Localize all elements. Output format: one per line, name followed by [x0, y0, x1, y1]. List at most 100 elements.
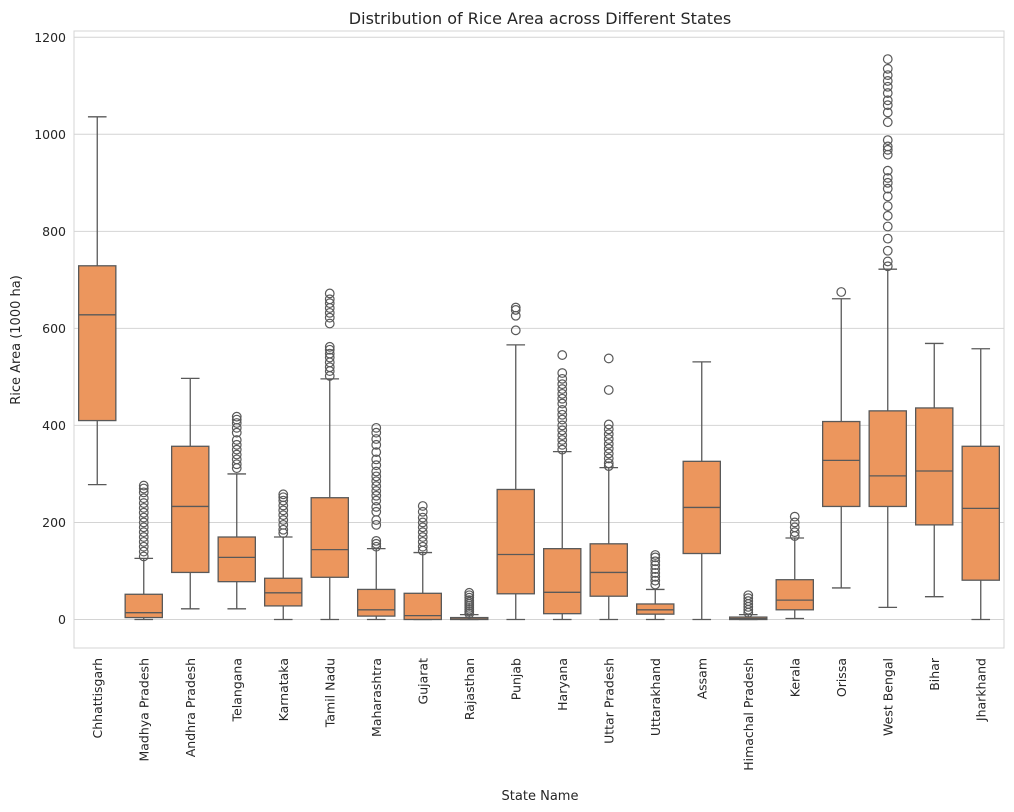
outlier-point	[882, 165, 893, 176]
outlier-point	[278, 510, 289, 521]
outlier-point	[138, 480, 149, 491]
outlier-point	[417, 501, 428, 511]
box-iqr	[310, 497, 349, 578]
box-kerala	[775, 511, 815, 620]
outlier-point	[603, 424, 614, 435]
outlier-point	[417, 522, 428, 533]
outlier-point	[371, 495, 382, 506]
outlier-point	[603, 458, 614, 469]
outlier-point	[371, 454, 382, 465]
outlier-point	[557, 404, 568, 415]
outlier-point	[231, 449, 242, 460]
outlier-point	[557, 435, 568, 445]
outlier-point	[278, 519, 289, 530]
outlier-point	[650, 575, 661, 586]
outlier-point	[882, 177, 893, 188]
x-tick-label: Haryana	[555, 658, 570, 711]
outlier-point	[743, 590, 754, 601]
outlier-point	[557, 350, 568, 360]
box-iqr	[961, 445, 1001, 581]
outlier-point	[882, 107, 893, 118]
outlier-point	[882, 210, 893, 221]
outlier-point	[371, 519, 382, 530]
outlier-point	[882, 117, 893, 128]
outlier-point	[371, 481, 382, 491]
outlier-point	[603, 353, 614, 364]
outlier-point	[371, 471, 382, 482]
outlier-point	[138, 498, 149, 508]
outlier-point	[882, 141, 893, 152]
outlier-point	[650, 560, 661, 571]
outlier-point	[789, 522, 800, 533]
outlier-point	[882, 221, 893, 232]
box-uttar-pradesh	[589, 353, 629, 621]
outlier-point	[882, 76, 893, 86]
x-tick-label: Rajasthan	[462, 658, 477, 720]
outlier-point	[138, 517, 149, 528]
outlier-point	[882, 63, 893, 74]
outlier-point	[603, 438, 614, 449]
outlier-point	[603, 429, 614, 440]
box-haryana	[543, 350, 582, 621]
outlier-point	[557, 373, 568, 384]
outlier-point	[231, 459, 242, 470]
outlier-point	[417, 541, 428, 552]
x-tick-label: Maharashtra	[369, 658, 384, 737]
y-axis-ticks: 0 200 400 600 800 1000 1200	[34, 30, 66, 627]
x-tick-label: Punjab	[508, 658, 523, 700]
box-iqr	[217, 536, 256, 583]
outlier-point	[417, 506, 428, 517]
outlier-point	[278, 489, 289, 500]
outlier-point	[371, 466, 382, 477]
x-tick-label: Tamil Nadu	[322, 658, 337, 728]
outlier-point	[138, 536, 149, 547]
outlier-point	[138, 541, 149, 552]
outlier-point	[231, 411, 242, 422]
outlier-point	[464, 592, 475, 603]
outlier-point	[324, 362, 335, 373]
chart-title: Distribution of Rice Area across Differe…	[349, 9, 731, 28]
x-tick-label: Assam	[694, 658, 709, 699]
outlier-point	[603, 448, 614, 459]
outlier-point	[138, 527, 149, 538]
box-tamil-nadu	[310, 288, 349, 621]
box-chhattisgarh	[78, 116, 117, 486]
outlier-point	[278, 524, 289, 535]
outlier-point	[464, 595, 475, 605]
outlier-point	[882, 81, 893, 92]
outlier-point	[371, 535, 382, 546]
box-himachal-pradesh	[729, 590, 768, 621]
box-telangana	[217, 411, 256, 610]
box-iqr	[775, 579, 815, 611]
box-uttarakhand	[636, 550, 675, 621]
outlier-point	[231, 439, 242, 450]
outlier-point	[278, 492, 289, 503]
outlier-point	[557, 398, 568, 409]
outlier-point	[138, 512, 149, 523]
x-tick-label: Madhya Pradesh	[136, 658, 151, 762]
outlier-point	[650, 550, 661, 560]
box-gujarat	[403, 501, 442, 621]
box-iqr	[170, 445, 210, 574]
outlier-point	[882, 261, 893, 272]
outlier-point	[231, 435, 242, 445]
box-iqr	[124, 593, 164, 619]
box-maharashtra	[356, 422, 396, 621]
outlier-point	[603, 461, 614, 472]
outlier-point	[417, 517, 428, 528]
outlier-point	[417, 532, 428, 542]
outlier-point	[371, 439, 382, 450]
outlier-point	[417, 512, 428, 523]
outlier-point	[882, 135, 893, 146]
outlier-point	[789, 517, 800, 528]
x-tick-label: West Bengal	[880, 658, 895, 736]
outlier-point	[510, 302, 521, 313]
outlier-point	[836, 287, 847, 297]
outlier-point	[324, 318, 335, 329]
outlier-point	[324, 312, 335, 323]
outlier-point	[882, 54, 893, 64]
y-axis-label: Rice Area (1000 ha)	[9, 275, 24, 405]
outlier-point	[882, 201, 893, 212]
outlier-point	[138, 532, 149, 542]
